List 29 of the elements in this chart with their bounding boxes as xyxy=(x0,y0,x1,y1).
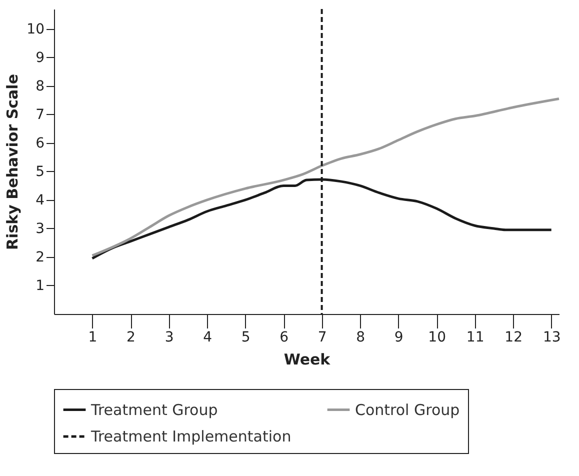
x-tick-label: 6 xyxy=(280,330,289,346)
x-tick-label: 2 xyxy=(126,330,136,346)
x-tick-label: 13 xyxy=(542,330,561,346)
legend-label: Treatment Implementation xyxy=(90,428,292,446)
y-tick-label: 6 xyxy=(36,135,45,152)
x-tick-label: 3 xyxy=(164,330,174,346)
y-tick-label: 2 xyxy=(36,249,44,266)
y-tick-label: 7 xyxy=(36,106,44,123)
y-tick-label: 1 xyxy=(36,278,44,294)
x-tick-label: 7 xyxy=(318,330,327,346)
y-tick-label: 4 xyxy=(36,192,45,208)
x-tick-label: 5 xyxy=(241,330,250,346)
x-tick-label: 8 xyxy=(356,330,366,346)
x-tick-label: 9 xyxy=(394,330,404,346)
x-tick-label: 10 xyxy=(428,330,446,346)
x-tick-label: 12 xyxy=(504,330,523,346)
line-series xyxy=(91,98,560,257)
y-tick-label: 8 xyxy=(36,78,44,94)
legend-label: Control Group xyxy=(355,400,460,419)
x-axis-title: Week xyxy=(284,350,332,368)
x-tick-label: 1 xyxy=(88,330,98,346)
y-axis-title: Risky Behavior Scale xyxy=(4,74,22,250)
x-tick-label: 11 xyxy=(466,330,484,346)
x-tick-label: 4 xyxy=(203,330,212,346)
y-tick-label: 9 xyxy=(36,50,44,66)
y-tick-label: 5 xyxy=(36,164,44,180)
y-tick-label: 3 xyxy=(36,220,44,237)
legend-label: Treatment Group xyxy=(90,400,218,419)
y-tick-label: 10 xyxy=(26,21,44,38)
